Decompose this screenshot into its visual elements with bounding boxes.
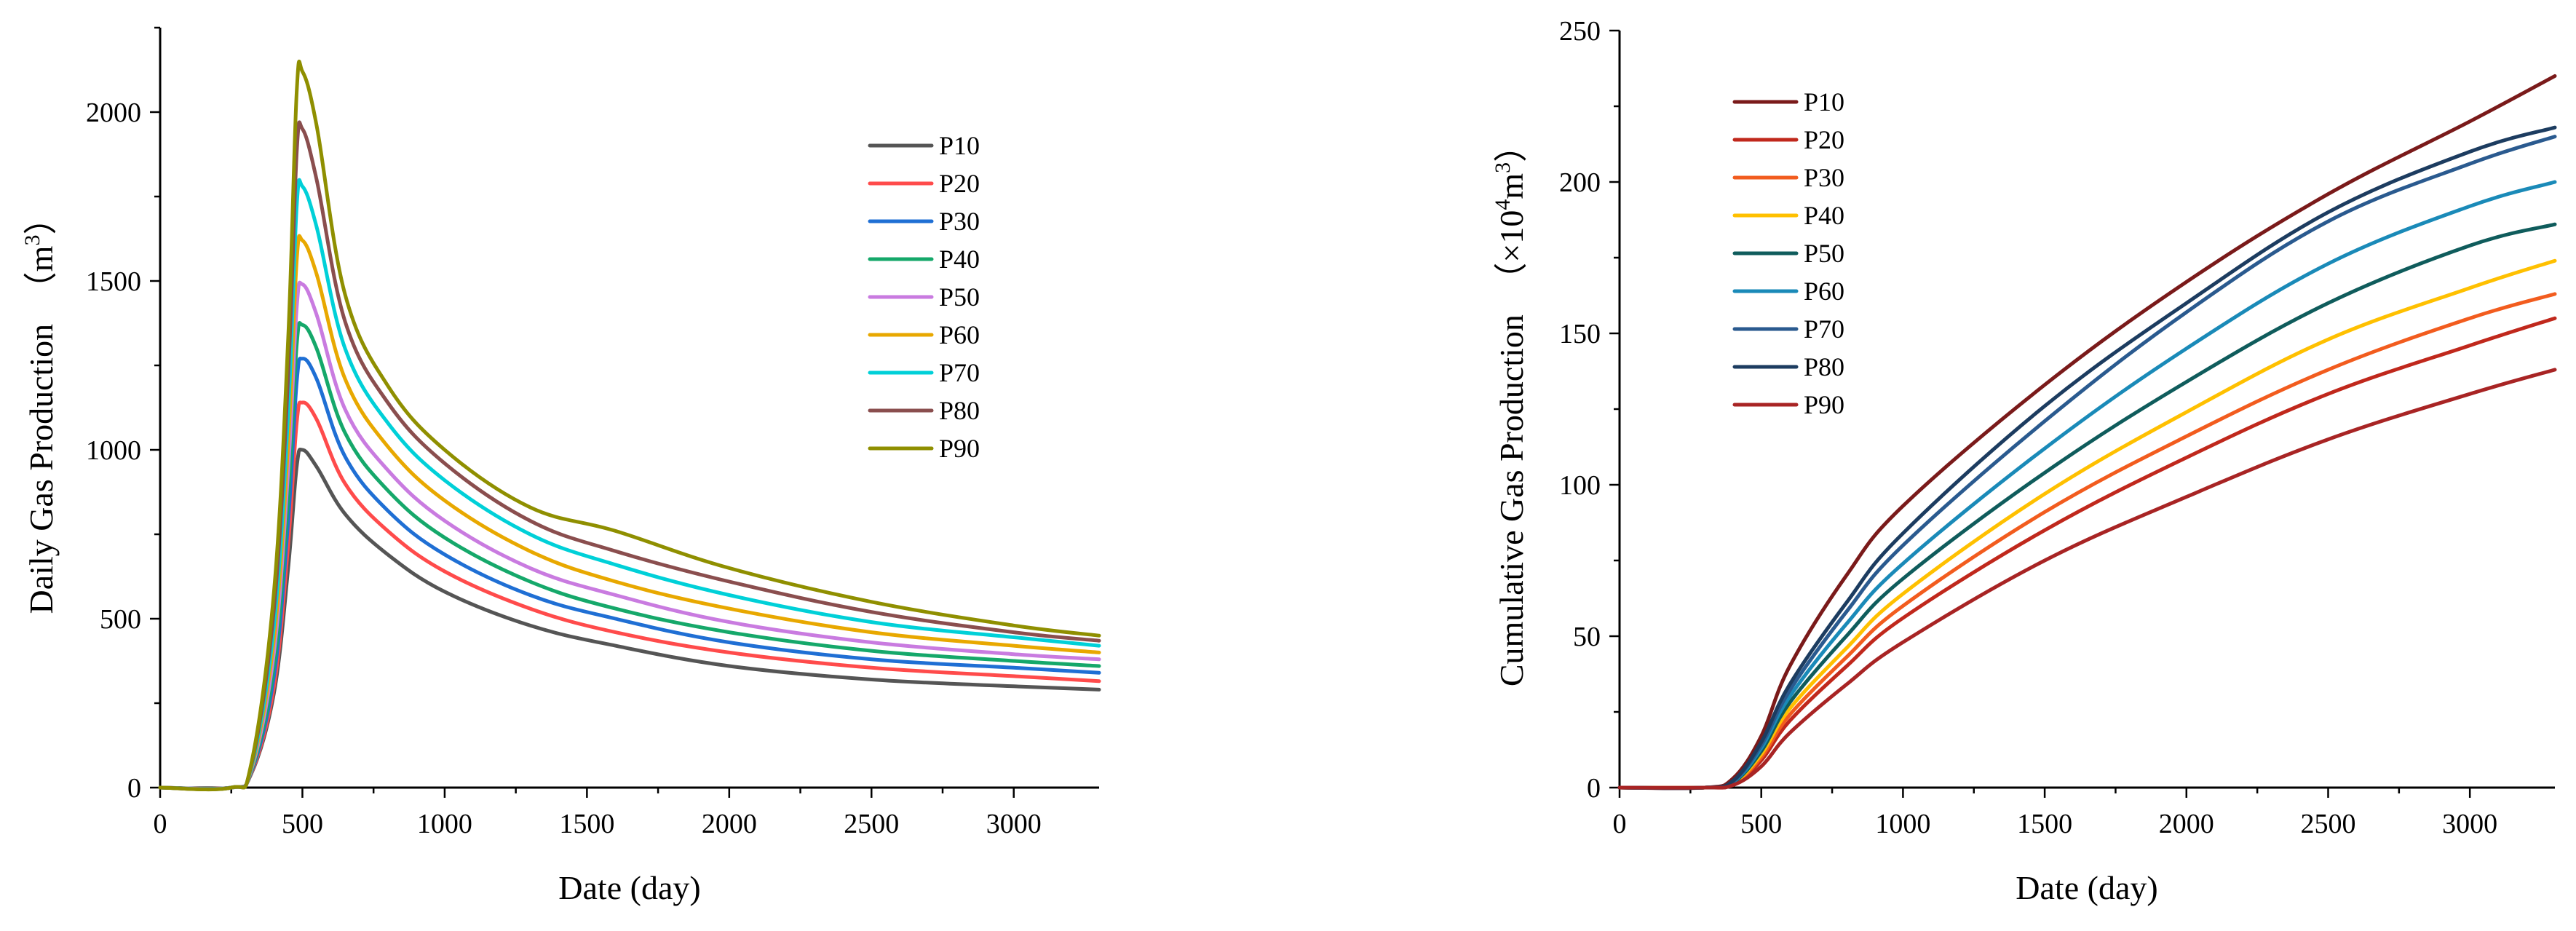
legend-label-p40: P40: [1804, 201, 1844, 230]
series-group: [158, 60, 1101, 792]
cumulative-gas-production-chart: 0 500 1000 1500 2000 2500 3000050100150200250 …: [1491, 16, 2557, 906]
x-tick-label: 2500: [2300, 809, 2355, 839]
y-tick-label: 200: [1559, 167, 1601, 198]
legend-label-p20: P20: [939, 169, 980, 198]
legend-label-p70: P70: [939, 358, 980, 387]
legend-label-p50: P50: [939, 282, 980, 312]
legend: P10 P20 P30 P40 P50 P60 P70 P80 P90: [868, 131, 980, 463]
y-tick-label: 100: [1559, 470, 1601, 501]
y-axis-title-main: Cumulative Gas Production: [1493, 314, 1530, 686]
y-tick-label: 1000: [86, 435, 141, 466]
y-axis-title: Cumulative Gas Production （×104m3）: [1491, 129, 1530, 686]
y-tick-label: 1500: [86, 266, 141, 297]
series-line-p80: [1617, 125, 2557, 791]
legend-label-p60: P60: [939, 320, 980, 349]
x-tick-label: 2500: [844, 809, 899, 839]
tick-group: 0 500 1000 1500 2000 2500 3000 0 50 100 150 200 250: [1559, 16, 2497, 839]
y-axis-title-unit-sup: 4: [1491, 199, 1515, 210]
y-axis-title-unit-close: ）: [23, 202, 60, 235]
series-line-p40: [1617, 258, 2557, 790]
y-tick-label: 150: [1559, 319, 1601, 349]
y-axis-title-unit: （×10: [1493, 210, 1530, 296]
y-axis-title-unit-mid: m: [1493, 173, 1530, 199]
series-line-p10: [158, 448, 1101, 791]
x-tick-label: 0: [154, 809, 167, 839]
y-tick-label: 50: [1573, 622, 1601, 652]
series-line-p60: [1617, 180, 2557, 791]
y-tick-label: 500: [100, 604, 141, 635]
y-axis-title-unit-sup2: 3: [1491, 162, 1515, 173]
legend-label-p90: P90: [1804, 390, 1844, 419]
legend-label-p20: P20: [1804, 125, 1844, 154]
x-tick-label: 1500: [559, 809, 614, 839]
y-axis-title-unit: （m: [23, 245, 60, 305]
x-tick-label: 2000: [2159, 809, 2214, 839]
x-tick-label: 0: [1613, 809, 1627, 839]
y-axis-title: Daily Gas Production （m3）: [20, 202, 60, 614]
x-axis-title: Date (day): [558, 869, 700, 906]
series-line-p90: [1617, 368, 2557, 790]
tick-group: 0 500 1000 1500 2000 2500 3000 0 500 1000 1500 2000: [86, 26, 1042, 839]
y-tick-label: 2000: [86, 98, 141, 128]
legend-label-p70: P70: [1804, 314, 1844, 344]
x-tick-label: 2000: [702, 809, 757, 839]
legend-label-p30: P30: [1804, 163, 1844, 192]
y-axis-title-main: Daily Gas Production: [23, 324, 60, 614]
daily-gas-production-chart: 0 500 1000 1500 2000 2500 3000 0 500 1000 1500 2000…: [20, 26, 1101, 906]
legend-label-p50: P50: [1804, 239, 1844, 268]
legend-label-p80: P80: [939, 396, 980, 425]
legend: P10 P20 P30 P40 P50 P60 P70 P80 P90: [1732, 87, 1844, 419]
series-group: [1617, 74, 2557, 791]
y-tick-label: 250: [1559, 16, 1601, 47]
series-line-p60: [158, 234, 1101, 791]
legend-label-p80: P80: [1804, 352, 1844, 381]
legend-label-p30: P30: [939, 207, 980, 236]
y-tick-label: 0: [127, 773, 141, 804]
legend-label-p90: P90: [939, 434, 980, 463]
x-tick-label: 500: [282, 809, 323, 839]
series-line-p10: [1617, 74, 2557, 791]
legend-label-p40: P40: [939, 245, 980, 274]
y-axis-title-unit-sup: 3: [20, 235, 44, 246]
x-tick-label: 1500: [2017, 809, 2072, 839]
x-tick-label: 1000: [1875, 809, 1930, 839]
y-axis-title-unit-close: ）: [1493, 129, 1530, 162]
x-tick-label: 500: [1740, 809, 1782, 839]
series-line-p90: [158, 60, 1101, 792]
x-tick-label: 1000: [417, 809, 472, 839]
series-line-p70: [1617, 135, 2557, 791]
y-tick-label: 0: [1587, 773, 1601, 804]
x-axis-title: Date (day): [2016, 869, 2157, 906]
legend-label-p60: P60: [1804, 277, 1844, 306]
x-tick-label: 3000: [986, 809, 1042, 839]
x-tick-label: 3000: [2442, 809, 2497, 839]
legend-label-p10: P10: [939, 131, 980, 160]
legend-label-p10: P10: [1804, 87, 1844, 116]
